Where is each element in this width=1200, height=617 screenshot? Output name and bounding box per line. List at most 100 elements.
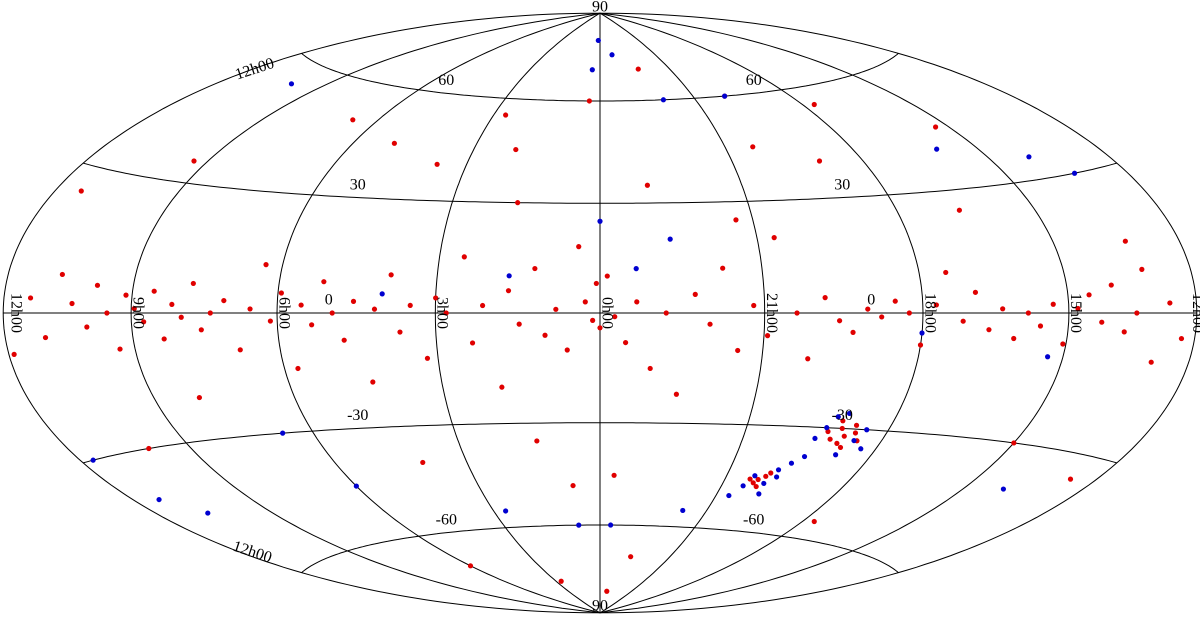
point	[750, 480, 756, 486]
point	[503, 508, 509, 514]
point	[834, 440, 840, 446]
point	[751, 302, 757, 309]
point	[1050, 301, 1056, 307]
point	[811, 101, 817, 108]
x-tick-label: 18h00	[921, 293, 938, 333]
point	[169, 301, 175, 308]
point	[237, 347, 243, 353]
point	[707, 321, 713, 327]
point	[42, 334, 49, 341]
point	[391, 140, 397, 146]
point	[515, 200, 521, 206]
point	[1000, 486, 1007, 492]
point	[1134, 310, 1140, 316]
point	[420, 459, 426, 466]
point	[499, 384, 505, 390]
point	[692, 291, 698, 297]
point	[513, 146, 519, 153]
y-tick-label: 60	[746, 72, 762, 89]
point	[443, 310, 449, 316]
point	[865, 306, 871, 312]
point	[943, 269, 949, 276]
point	[853, 422, 860, 428]
point	[146, 445, 152, 452]
point	[370, 379, 376, 385]
point	[1167, 300, 1173, 306]
point	[190, 280, 196, 287]
point	[644, 182, 651, 188]
point	[827, 436, 833, 442]
point	[917, 342, 924, 348]
point	[604, 273, 610, 279]
point	[822, 295, 828, 301]
point	[161, 336, 167, 342]
point	[740, 483, 746, 489]
point	[117, 346, 123, 352]
point	[633, 266, 639, 272]
point	[755, 476, 761, 483]
point	[609, 52, 615, 58]
point	[141, 319, 147, 325]
point	[1037, 323, 1044, 329]
point	[816, 158, 823, 164]
point	[634, 299, 640, 305]
point	[1075, 305, 1081, 312]
point	[178, 314, 184, 320]
point	[198, 327, 204, 333]
y-tick-label: -60	[436, 511, 457, 528]
point	[824, 425, 830, 431]
point	[104, 310, 110, 316]
point	[278, 290, 284, 296]
y-tick-label: -30	[347, 407, 368, 424]
point	[722, 93, 728, 99]
y-tick-label: -30	[832, 407, 853, 424]
point	[735, 347, 741, 354]
point	[321, 279, 327, 285]
y-tick-label: -60	[743, 511, 764, 528]
point	[595, 37, 601, 44]
point	[756, 491, 762, 497]
point	[840, 418, 846, 424]
point	[1178, 335, 1185, 342]
x-tick-label: 12h00	[231, 538, 274, 567]
point	[505, 288, 512, 294]
point	[851, 437, 857, 444]
point	[919, 330, 925, 336]
y-tick-label: 30	[350, 176, 366, 193]
point	[660, 97, 667, 103]
meridian	[2, 12, 600, 614]
point	[350, 298, 357, 304]
point	[479, 302, 486, 309]
point	[424, 355, 431, 361]
point	[956, 207, 962, 213]
point	[353, 483, 359, 489]
point	[1000, 306, 1006, 312]
point	[1086, 292, 1092, 298]
point	[298, 302, 304, 308]
point	[467, 563, 474, 569]
point	[841, 433, 847, 439]
point	[532, 265, 538, 272]
point	[852, 430, 859, 436]
point	[761, 480, 767, 487]
point	[812, 435, 818, 442]
point	[839, 425, 845, 432]
point	[801, 453, 808, 460]
point	[1045, 354, 1051, 360]
meridian	[599, 12, 1070, 614]
meridian	[130, 12, 601, 614]
point	[151, 288, 157, 294]
point	[207, 310, 213, 316]
point	[775, 467, 782, 473]
point	[1025, 310, 1031, 316]
point	[379, 291, 385, 297]
point	[516, 321, 522, 327]
meridian	[434, 12, 601, 614]
point	[576, 244, 582, 250]
point	[94, 282, 101, 288]
x-tick-label: 12h00	[8, 293, 25, 333]
point	[647, 365, 653, 372]
point	[78, 188, 84, 194]
